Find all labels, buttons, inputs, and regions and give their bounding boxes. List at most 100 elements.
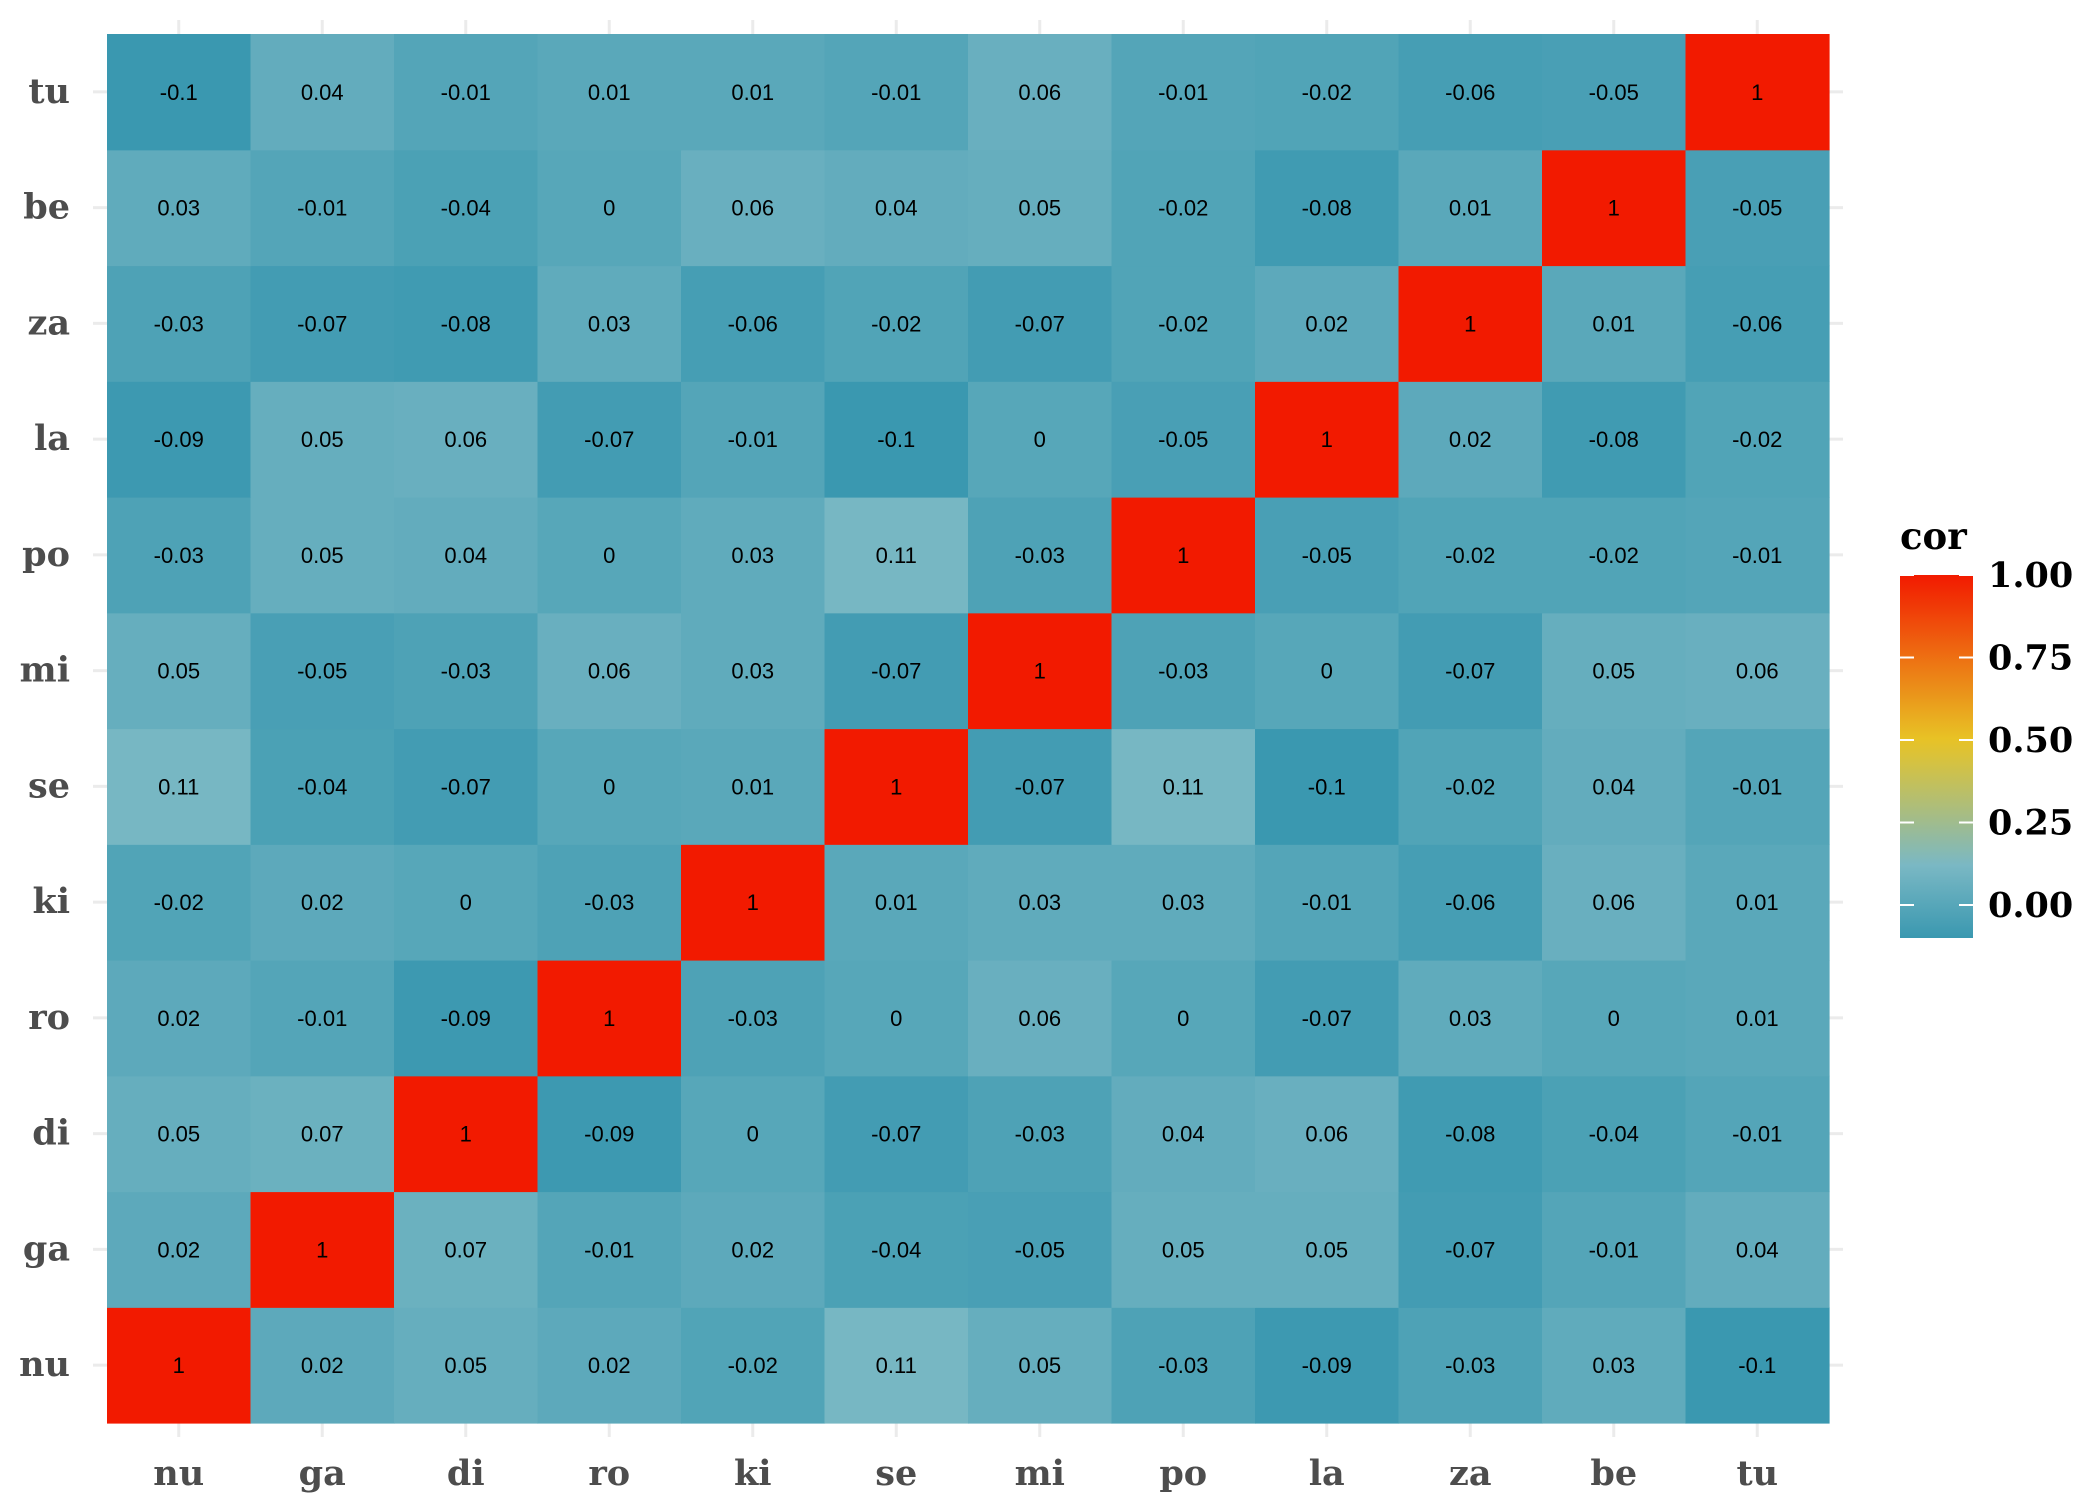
cell-value-label: 0.01 (588, 80, 631, 105)
heatmap-cell (107, 1307, 252, 1424)
cell-value-label: 0.04 (444, 543, 487, 568)
cell-value-label: -0.02 (1158, 196, 1208, 221)
heatmap-cell (1255, 1075, 1400, 1193)
heatmap-cell (1542, 497, 1687, 614)
cell-value-label: 0.11 (876, 543, 917, 568)
cell-value-label: 0.03 (1162, 890, 1205, 915)
heatmap-cell (681, 728, 826, 845)
cell-value-label: 0.01 (875, 890, 918, 915)
cell-value-label: -0.09 (584, 1122, 634, 1147)
heatmap-cell (968, 497, 1113, 614)
cell-value-label: -0.07 (1445, 1237, 1495, 1262)
cell-value-label: 0.03 (1449, 1006, 1492, 1031)
cell-value-label: -0.06 (1732, 311, 1782, 336)
heatmap-cell (250, 612, 395, 730)
cell-value-label: 0.02 (588, 1353, 631, 1378)
color-legend: cor 0.00 0.25 0.50 0.75 1.00 (1900, 514, 2073, 938)
heatmap-cell (1685, 728, 1830, 845)
heatmap-cell (824, 497, 969, 614)
y-tick-label: po (22, 534, 70, 575)
cell-value-label: -0.01 (441, 80, 491, 105)
heatmap-cell (537, 728, 682, 845)
cell-value-label: 0 (460, 890, 472, 915)
y-tick-label: ga (23, 1228, 70, 1269)
cell-value-label: 0.03 (157, 196, 200, 221)
cell-value-label: 0.03 (588, 311, 631, 336)
x-tick-label: mi (1015, 1453, 1065, 1494)
cell-value-label: 0 (1034, 427, 1046, 452)
cell-value-label: 0.04 (1162, 1122, 1205, 1147)
cell-value-label: -0.07 (1445, 659, 1495, 684)
heatmap-cell (968, 265, 1113, 382)
cell-value-label: -0.01 (728, 427, 778, 452)
heatmap-cell (537, 149, 682, 267)
y-tick-label: di (32, 1113, 70, 1154)
cell-value-label: -0.02 (1302, 80, 1352, 105)
heatmap-cell (1398, 728, 1543, 845)
heatmap-cell (681, 34, 826, 151)
cell-value-label: -0.09 (154, 427, 204, 452)
cell-value-label: 0 (603, 774, 615, 799)
cell-value-label: 0.01 (1449, 196, 1492, 221)
cell-value-label: -0.07 (584, 427, 634, 452)
cell-value-label: 0.05 (301, 543, 344, 568)
cell-value-label: 0.01 (731, 80, 774, 105)
cell-value-label: 1 (316, 1237, 328, 1262)
cell-value-label: -0.01 (1302, 890, 1352, 915)
heatmap-cell (1542, 381, 1687, 498)
cell-value-label: -0.05 (1015, 1237, 1065, 1262)
heatmap-cell (537, 612, 682, 730)
cell-value-label: -0.07 (871, 659, 921, 684)
heatmap-cell (1542, 1191, 1687, 1308)
cell-value-label: 0.05 (444, 1353, 487, 1378)
legend-tick-label: 0.50 (1988, 720, 2073, 761)
cell-value-label: 0.07 (444, 1237, 487, 1262)
cell-value-label: -0.05 (1302, 543, 1352, 568)
cell-value-label: -0.06 (1445, 890, 1495, 915)
heatmap-cell (1398, 960, 1543, 1077)
cell-value-label: -0.08 (1302, 196, 1352, 221)
cell-value-label: 0.05 (301, 427, 344, 452)
cell-value-label: -0.07 (1015, 774, 1065, 799)
heatmap-cell (681, 497, 826, 614)
heatmap-cell (537, 844, 682, 961)
heatmap-cell (681, 844, 826, 961)
heatmap-cell (968, 844, 1113, 961)
heatmap-cell (1542, 149, 1687, 267)
cell-value-label: 0.02 (1449, 427, 1492, 452)
y-tick-label: mi (20, 650, 70, 691)
cell-value-label: -0.05 (297, 659, 347, 684)
cell-value-label: 0.01 (1736, 890, 1779, 915)
heatmap-cell (1398, 34, 1543, 151)
heatmap-cell (537, 34, 682, 151)
cell-value-label: -0.01 (297, 196, 347, 221)
cell-value-label: -0.01 (1158, 80, 1208, 105)
cell-value-label: 0.03 (1018, 890, 1061, 915)
heatmap-cell (824, 1307, 969, 1424)
heatmap-cell (1111, 728, 1256, 845)
heatmap-cell (681, 612, 826, 730)
heatmap-cell (1685, 960, 1830, 1077)
heatmap-cell (1111, 612, 1256, 730)
cell-value-label: -0.03 (154, 311, 204, 336)
cell-value-label: -0.04 (297, 774, 347, 799)
legend-tick-label: 0.00 (1988, 885, 2073, 926)
cell-value-label: -0.01 (1732, 1122, 1782, 1147)
heatmap-cell (1111, 497, 1256, 614)
heatmap-cell (1542, 1075, 1687, 1193)
y-tick-label: la (34, 418, 70, 459)
heatmap-cell (824, 1191, 969, 1308)
heatmap-cell (250, 149, 395, 267)
heatmap-cell (681, 1075, 826, 1193)
heatmap-cell (1255, 844, 1400, 961)
cell-value-label: -0.07 (871, 1122, 921, 1147)
heatmap-cell (968, 1075, 1113, 1193)
cell-value-label: 0.01 (731, 774, 774, 799)
heatmap-cell (394, 1191, 539, 1308)
heatmap-cell (394, 728, 539, 845)
x-tick-label: ro (588, 1453, 630, 1494)
heatmap-cell (107, 612, 252, 730)
heatmap-cell (394, 960, 539, 1077)
cell-value-label: 0.03 (731, 543, 774, 568)
heatmap-cell (394, 34, 539, 151)
